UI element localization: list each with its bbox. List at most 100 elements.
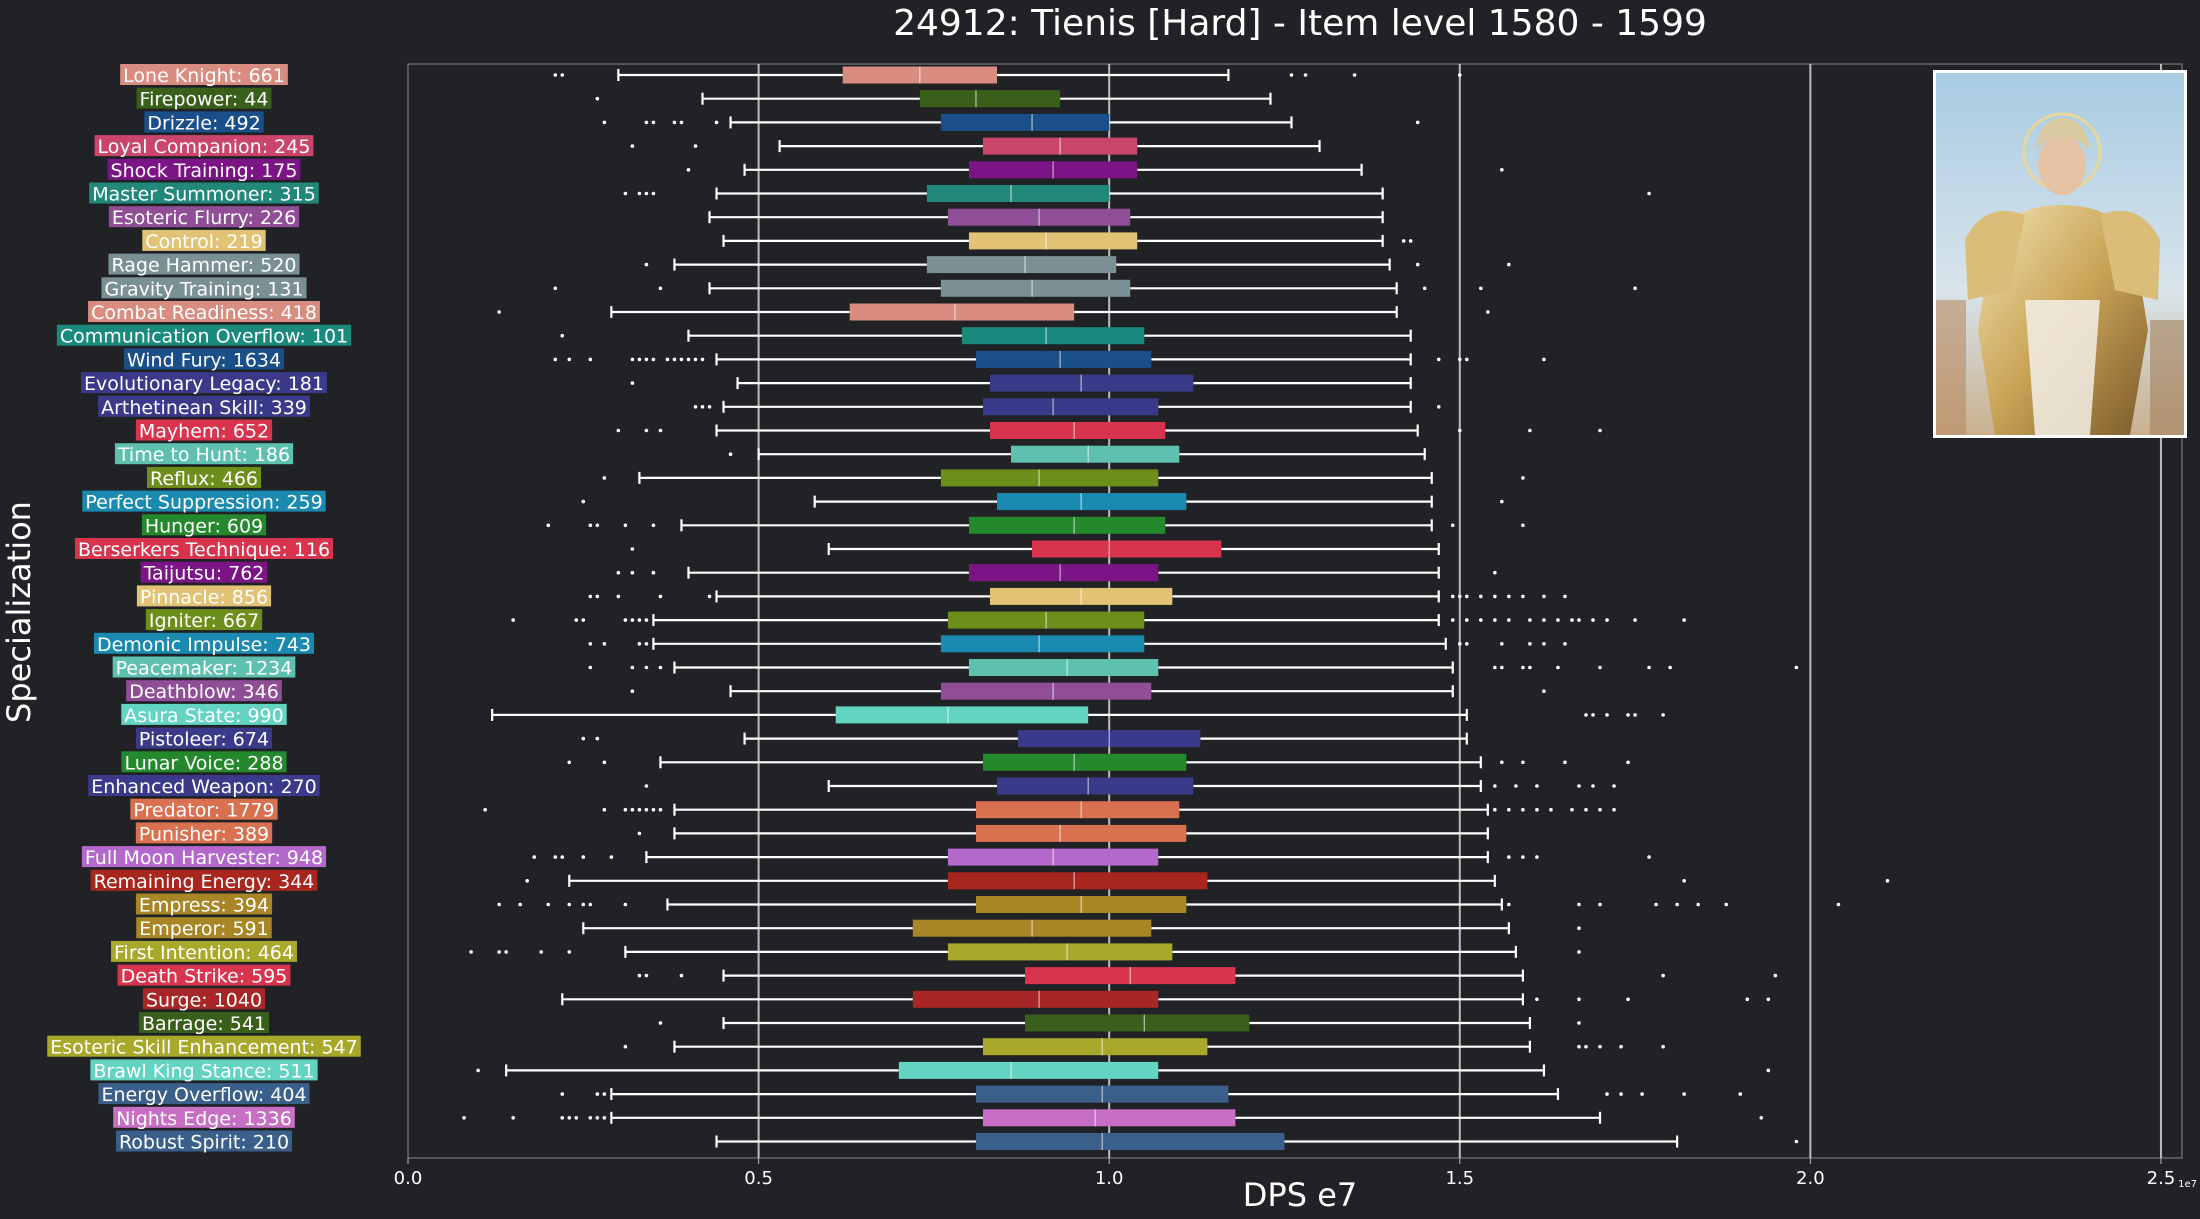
outlier-point [1528, 665, 1532, 670]
outlier-point [1647, 855, 1651, 859]
outlier-point [1584, 1044, 1588, 1049]
category-label-background [136, 917, 272, 939]
box-plot-row [722, 232, 1413, 250]
outlier-point [1535, 807, 1539, 812]
category-label-text: Combat Readiness: 418 [91, 302, 317, 324]
outlier-point [1521, 665, 1525, 670]
box-plot-row [630, 682, 1546, 700]
outlier-point [644, 642, 649, 646]
category-label: Esoteric Flurry: 226 [108, 206, 300, 229]
category-label: Brawl King Stance: 511 [90, 1059, 318, 1082]
category-label-background [123, 348, 285, 370]
outlier-point [1521, 523, 1525, 528]
category-label-text: Surge: 1040 [146, 989, 262, 1011]
outlier-point [693, 405, 698, 409]
outlier-point [679, 120, 684, 125]
category-label: Emperor: 591 [136, 917, 272, 940]
outlier-point [1626, 760, 1630, 765]
outlier-point [1528, 642, 1532, 646]
plot-area [407, 63, 2183, 1159]
box-plot-row [553, 350, 1546, 368]
outlier-point [637, 831, 642, 836]
category-label-background [140, 561, 268, 583]
outlier-point [623, 191, 628, 196]
outlier-point [1521, 594, 1525, 599]
box-plot-row [708, 208, 1384, 226]
outlier-point [539, 950, 544, 954]
category-label-text: Empress: 394 [139, 895, 269, 917]
box-plot-row [511, 611, 1686, 629]
outlier-point [1598, 807, 1602, 812]
x-axis-exponent: 1e7 [2178, 1179, 2197, 1190]
category-label: Enhanced Weapon: 270 [88, 775, 320, 798]
category-label-background [81, 846, 327, 868]
box [968, 516, 1166, 534]
outlier-point [1563, 594, 1567, 599]
outlier-point [637, 357, 642, 362]
category-label: Barrage: 541 [138, 1012, 270, 1035]
outlier-point [637, 642, 642, 646]
x-axis-ticks: 0.0 0.5 1.0 1.5 2.0 2.5 [394, 1158, 2175, 1189]
character-portrait-image [1933, 70, 2187, 438]
category-label-text: Deathblow: 346 [129, 681, 279, 703]
category-label-background [56, 324, 352, 346]
outlier-point [1500, 760, 1504, 765]
outlier-point [1486, 310, 1490, 314]
outlier-point [581, 855, 586, 859]
category-label: Wind Fury: 1634 [123, 348, 285, 371]
outlier-point [1647, 665, 1651, 670]
category-label-text: Esoteric Flurry: 226 [112, 207, 296, 229]
outlier-point [1493, 618, 1497, 622]
outlier-point [1542, 618, 1546, 622]
box [940, 635, 1145, 653]
box-plot-row [462, 1109, 1764, 1127]
category-label-background [93, 632, 315, 654]
category-label-background [107, 158, 301, 180]
outlier-point [623, 902, 628, 907]
category-label-text: Brawl King Stance: 511 [93, 1060, 314, 1082]
category-label-background [126, 680, 282, 702]
category-label: Combat Readiness: 418 [88, 301, 320, 324]
box-plot-row [532, 848, 1651, 866]
outlier-point [1457, 594, 1462, 599]
box-plot-row [546, 516, 1525, 534]
outlier-point [630, 547, 635, 551]
box [968, 659, 1159, 676]
outlier-point [1507, 262, 1511, 267]
outlier-point [630, 689, 635, 693]
outlier-point [1542, 642, 1546, 646]
outlier-point [672, 120, 677, 125]
outlier-point [1408, 239, 1413, 243]
outlier-point [1500, 499, 1504, 504]
outlier-point [1661, 1044, 1665, 1049]
box [849, 303, 1075, 321]
outlier-point [588, 594, 593, 599]
outlier-point [1521, 476, 1525, 480]
outlier-point [1570, 807, 1574, 812]
box [940, 682, 1152, 700]
box [982, 753, 1187, 771]
category-label: Firepower: 44 [136, 87, 272, 111]
outlier-point [1303, 73, 1308, 77]
outlier-point [630, 570, 635, 575]
category-label-background [145, 609, 263, 631]
outlier-point [1450, 594, 1455, 599]
outlier-point [658, 594, 663, 599]
outlier-point [1528, 618, 1532, 622]
category-label: Robust Spirit: 210 [115, 1130, 293, 1154]
outlier-point [679, 357, 684, 362]
outlier-point [1584, 807, 1588, 812]
outlier-point [560, 855, 565, 859]
outlier-point [1577, 618, 1581, 622]
box [961, 327, 1145, 345]
outlier-point [609, 855, 614, 859]
category-label-text: Mayhem: 652 [139, 421, 269, 443]
outlier-point [574, 1116, 579, 1120]
outlier-point [602, 760, 607, 765]
outlier-point [1457, 642, 1462, 646]
category-label-text: Nights Edge: 1336 [116, 1108, 292, 1130]
category-label-background [88, 301, 320, 322]
category-label-background [135, 419, 273, 441]
box-plot-row [630, 540, 1440, 558]
